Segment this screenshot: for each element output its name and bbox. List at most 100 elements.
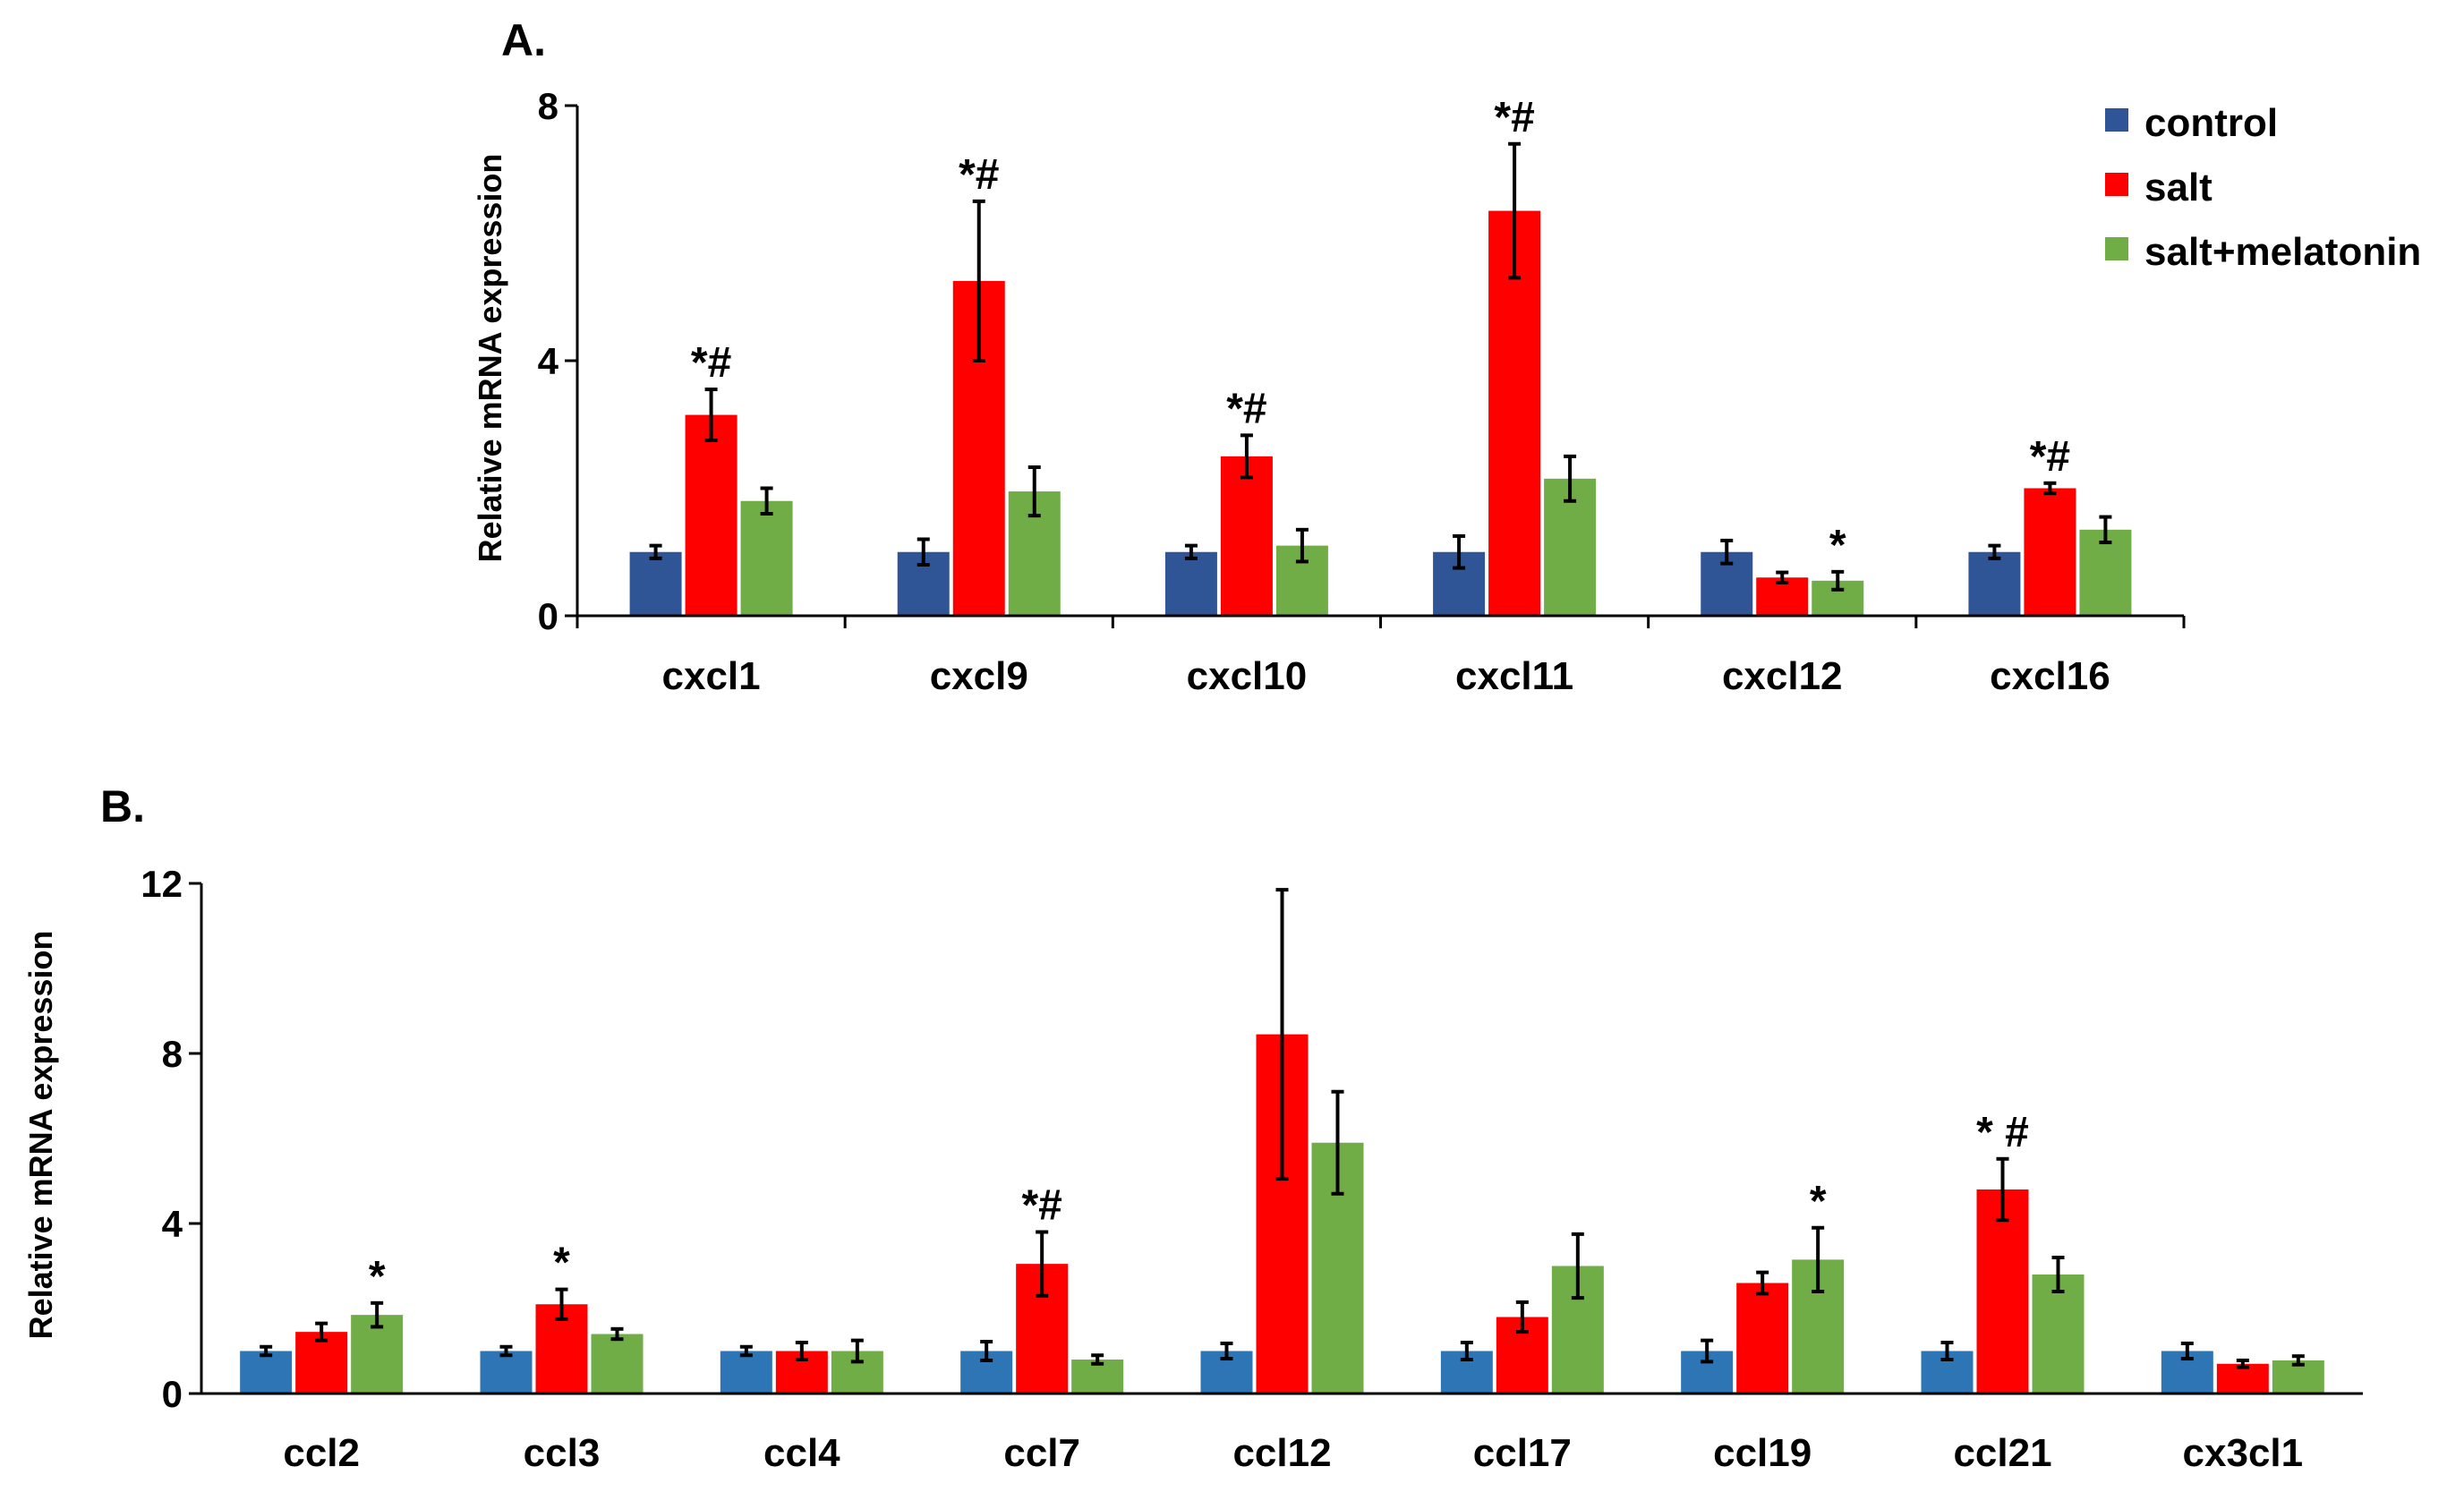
error-bar-cxcl12-control (1720, 538, 1734, 566)
legend-item-salt-melatonin: salt+melatonin (2105, 230, 2421, 274)
bar-ccl21-salt (1976, 1189, 2029, 1394)
panel-a-significance-labels: *# *# *# *# * *# (691, 94, 2070, 569)
panel-a: A. Relative mRNA expression 048 *#*#*#*#… (472, 15, 2186, 698)
error-bar-ccl21-salt-melatonin (2051, 1256, 2065, 1293)
error-bar-cxcl9-salt-melatonin (1027, 465, 1041, 518)
significance-cxcl10: *# (1226, 385, 1266, 432)
error-bar-cx3cl1-salt (2236, 1358, 2249, 1369)
panel-a-bars (629, 210, 2132, 616)
legend-item-salt: salt (2105, 166, 2212, 209)
panel-a-axes (576, 106, 2186, 628)
category-label-ccl4: ccl4 (763, 1431, 840, 1475)
error-bar-cxcl10-control (1184, 543, 1198, 560)
bar-ccl4-control (720, 1351, 772, 1394)
bar-ccl3-salt-melatonin (591, 1334, 644, 1394)
error-bar-ccl17-salt (1515, 1300, 1529, 1334)
y-tick-label: 12 (141, 863, 183, 905)
significance-cxcl16: *# (2030, 433, 2070, 481)
category-label-cx3cl1: cx3cl1 (2183, 1431, 2304, 1475)
y-tick-label: 0 (162, 1373, 183, 1415)
error-bar-ccl12-control (1220, 1341, 1233, 1361)
category-label-cxcl1: cxcl1 (662, 654, 761, 698)
error-bar-cxcl11-control (1453, 533, 1466, 570)
legend-label-control: control (2144, 101, 2278, 145)
significance-ccl19: * (1810, 1178, 1827, 1225)
bar-ccl21-salt-melatonin (2032, 1275, 2085, 1394)
significance-ccl21: * # (1976, 1109, 2029, 1156)
category-label-ccl7: ccl7 (1003, 1431, 1080, 1475)
error-bar-ccl19-salt (1756, 1270, 1769, 1296)
bar-cxcl10-salt (1220, 456, 1273, 616)
legend-label-salt-melatonin: salt+melatonin (2144, 230, 2421, 274)
panel-a-error-bars (649, 141, 2112, 592)
error-bar-cxcl10-salt (1240, 433, 1253, 480)
significance-cxcl9: *# (959, 151, 999, 199)
legend: control salt salt+melatonin (2105, 101, 2421, 274)
bar-cxcl1-control (629, 551, 682, 616)
category-label-ccl3: ccl3 (524, 1431, 601, 1475)
panel-b-category-labels: ccl2 ccl3 ccl4 ccl7 ccl12 ccl17 ccl19 ccl21 cx3c… (283, 1431, 2303, 1475)
error-bar-cxcl16-salt (2043, 481, 2057, 496)
error-bar-cxcl16-control (1988, 543, 2001, 560)
category-label-cxcl10: cxcl10 (1187, 654, 1308, 698)
category-label-ccl19: ccl19 (1713, 1431, 1812, 1475)
error-bar-ccl21-control (1940, 1341, 1954, 1361)
error-bar-ccl3-control (499, 1344, 513, 1358)
error-bar-cxcl11-salt-melatonin (1564, 454, 1577, 503)
panel-b-error-bars (260, 888, 2305, 1369)
category-label-cxcl11: cxcl11 (1455, 654, 1573, 698)
error-bar-cxcl12-salt (1776, 570, 1789, 584)
error-bar-ccl2-control (260, 1344, 273, 1358)
error-bar-cxcl1-salt-melatonin (760, 486, 773, 516)
panel-b-y-ticks: 0 4 8 12 (141, 863, 201, 1415)
legend-swatch-salt (2105, 173, 2128, 196)
error-bar-ccl12-salt-melatonin (1331, 1089, 1344, 1196)
significance-ccl7: *# (1021, 1182, 1061, 1230)
error-bar-cxcl11-salt (1508, 141, 1522, 280)
error-bar-cx3cl1-control (2180, 1341, 2194, 1361)
y-tick-label: 4 (538, 340, 559, 382)
error-bar-cxcl9-salt (972, 199, 985, 362)
bar-cxcl10-control (1164, 551, 1217, 616)
y-tick-label: 0 (538, 595, 558, 637)
legend-swatch-salt-melatonin (2105, 237, 2128, 260)
error-bar-ccl4-control (739, 1344, 753, 1358)
error-bar-ccl12-salt (1275, 888, 1289, 1181)
category-label-cxcl9: cxcl9 (930, 654, 1028, 698)
error-bar-ccl2-salt-melatonin (371, 1300, 384, 1329)
y-tick-label: 8 (538, 85, 558, 127)
category-label-cxcl16: cxcl16 (1990, 654, 2110, 698)
error-bar-ccl17-salt-melatonin (1571, 1232, 1584, 1300)
error-bar-ccl3-salt (555, 1287, 568, 1321)
panel-a-y-ticks: 0 4 8 (538, 85, 577, 637)
legend-item-control: control (2105, 101, 2278, 145)
error-bar-cxcl1-salt (704, 388, 718, 443)
bar-cxcl1-salt (685, 414, 737, 616)
bar-ccl19-salt (1736, 1283, 1789, 1394)
category-label-ccl17: ccl17 (1473, 1431, 1572, 1475)
error-bar-ccl19-salt-melatonin (1812, 1225, 1825, 1293)
legend-label-salt: salt (2144, 166, 2212, 209)
error-bar-cxcl12-salt-melatonin (1831, 569, 1845, 592)
error-bar-ccl3-salt-melatonin (610, 1326, 624, 1342)
error-bar-ccl4-salt-melatonin (850, 1338, 864, 1364)
panel-a-label: A. (501, 15, 546, 65)
panel-b-significance-labels: * * *# * * # (369, 1109, 2029, 1300)
error-bar-cx3cl1-salt-melatonin (2291, 1354, 2305, 1367)
error-bar-ccl7-salt (1036, 1230, 1049, 1298)
error-bar-cxcl10-salt-melatonin (1295, 527, 1309, 564)
category-label-ccl12: ccl12 (1232, 1431, 1331, 1475)
significance-ccl2: * (369, 1253, 386, 1300)
error-bar-ccl19-control (1701, 1338, 1714, 1364)
error-bar-ccl7-control (980, 1340, 993, 1362)
error-bar-ccl2-salt (315, 1321, 328, 1343)
panel-a-y-axis-title: Relative mRNA expression (472, 154, 508, 563)
bar-cxcl1-salt-melatonin (740, 500, 793, 616)
error-bar-ccl4-salt (795, 1341, 808, 1361)
significance-ccl3: * (553, 1240, 570, 1287)
significance-cxcl12: * (1829, 522, 1846, 569)
bar-ccl2-control (240, 1351, 293, 1394)
bar-cxcl16-salt (2024, 488, 2076, 616)
